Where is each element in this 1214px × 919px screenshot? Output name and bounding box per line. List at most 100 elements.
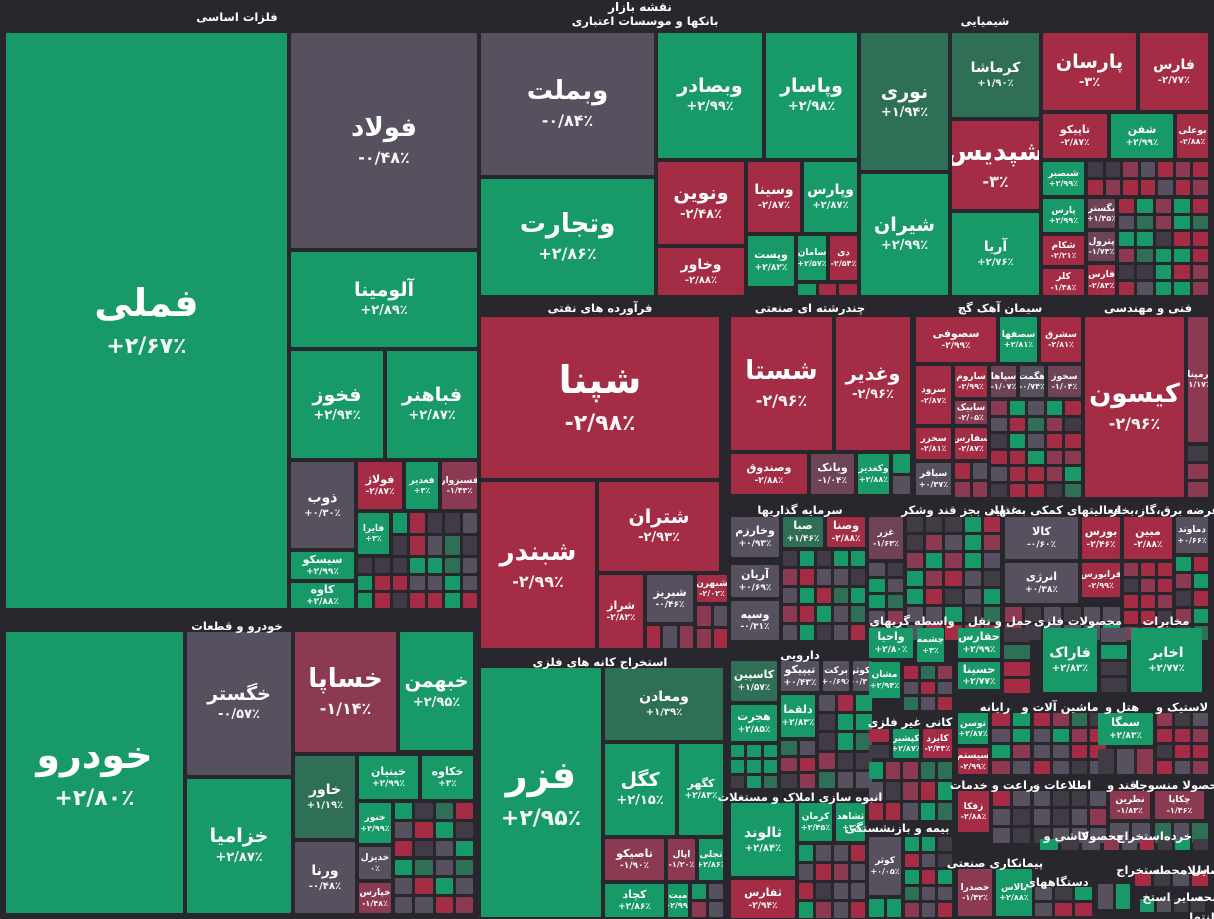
mini-tile[interactable] — [850, 902, 865, 918]
mini-tile[interactable] — [869, 595, 885, 608]
stock-tile[interactable]: وپست +۲/۸۲٪ — [748, 236, 794, 286]
mini-tile[interactable] — [455, 859, 473, 876]
mini-tile[interactable] — [904, 666, 918, 679]
mini-tile[interactable] — [731, 745, 745, 758]
mini-tile[interactable] — [1046, 401, 1063, 415]
mini-tile[interactable] — [1193, 713, 1208, 726]
mini-tile[interactable] — [1158, 579, 1172, 592]
mini-tile[interactable] — [1157, 839, 1173, 850]
mini-tile[interactable] — [1175, 180, 1191, 195]
mini-tile[interactable] — [800, 569, 814, 585]
mini-tile[interactable] — [1135, 873, 1151, 886]
mini-tile[interactable] — [817, 624, 831, 640]
mini-tile[interactable] — [964, 571, 981, 586]
mini-tile[interactable] — [455, 840, 473, 857]
mini-tile[interactable] — [410, 575, 425, 591]
mini-tile[interactable] — [921, 886, 936, 901]
mini-tile[interactable] — [1117, 749, 1134, 774]
mini-tile[interactable] — [1009, 483, 1026, 497]
stock-tile[interactable]: ثالوند +۲/۸۴٪ — [731, 803, 795, 876]
stock-tile[interactable]: نطرین -۱/۸۳٪ — [1110, 791, 1150, 819]
mini-tile[interactable] — [887, 579, 903, 592]
mini-tile[interactable] — [1141, 611, 1155, 624]
mini-tile[interactable] — [1175, 761, 1190, 774]
mini-tile[interactable] — [869, 899, 884, 917]
mini-tile[interactable] — [850, 845, 865, 861]
mini-tile[interactable] — [1193, 839, 1208, 850]
mini-tile[interactable] — [945, 535, 962, 550]
mini-tile[interactable] — [1174, 215, 1190, 229]
stock-tile[interactable]: وبانک -۱/۰۴٪ — [811, 454, 854, 494]
mini-tile[interactable] — [991, 401, 1007, 415]
mini-tile[interactable] — [1157, 899, 1171, 912]
mini-tile[interactable] — [1065, 417, 1081, 431]
mini-tile[interactable] — [837, 771, 854, 788]
mini-tile[interactable] — [834, 606, 848, 622]
mini-tile[interactable] — [1090, 809, 1106, 825]
stock-tile[interactable]: خودرو +۲/۸۰٪ — [6, 632, 183, 913]
mini-tile[interactable] — [983, 607, 1000, 622]
mini-tile[interactable] — [938, 886, 952, 901]
mini-tile[interactable] — [1137, 199, 1153, 213]
mini-tile[interactable] — [1176, 574, 1191, 589]
stock-tile[interactable]: فباهنر +۲/۸۷٪ — [387, 351, 477, 458]
mini-tile[interactable] — [904, 697, 918, 710]
stock-tile[interactable]: خساپا -۱/۱۴٪ — [295, 632, 396, 752]
mini-tile[interactable] — [856, 695, 872, 712]
mini-tile[interactable] — [1155, 281, 1172, 295]
stock-tile[interactable]: سصفها +۲/۸۱٪ — [1000, 317, 1037, 362]
stock-tile[interactable]: میت+۲/۹۹٪ — [668, 884, 688, 917]
stock-tile[interactable]: پترول -۱/۷۳٪ — [1088, 232, 1115, 261]
mini-tile[interactable] — [1155, 823, 1171, 843]
mini-tile[interactable] — [886, 762, 901, 780]
mini-tile[interactable] — [1075, 887, 1092, 900]
mini-tile[interactable] — [392, 593, 408, 608]
mini-tile[interactable] — [731, 760, 745, 773]
mini-tile[interactable] — [886, 802, 901, 820]
mini-tile[interactable] — [938, 666, 952, 679]
mini-tile[interactable] — [1131, 823, 1150, 843]
mini-tile[interactable] — [938, 697, 952, 710]
mini-tile[interactable] — [921, 903, 936, 917]
mini-tile[interactable] — [926, 535, 943, 550]
stock-tile[interactable]: شکام -۲/۲۱٪ — [1043, 236, 1084, 265]
mini-tile[interactable] — [1158, 162, 1173, 177]
mini-tile[interactable] — [1075, 903, 1092, 916]
mini-tile[interactable] — [1065, 401, 1081, 415]
mini-tile[interactable] — [1004, 662, 1030, 676]
mini-tile[interactable] — [647, 626, 661, 648]
mini-tile[interactable] — [455, 897, 473, 913]
mini-tile[interactable] — [1158, 180, 1173, 195]
stock-tile[interactable]: وتجارت +۲/۸۶٪ — [481, 179, 654, 295]
mini-tile[interactable] — [455, 803, 473, 819]
mini-tile[interactable] — [945, 607, 962, 622]
mini-tile[interactable] — [869, 611, 885, 624]
mini-tile[interactable] — [375, 558, 390, 573]
stock-tile[interactable]: آریا +۲/۷۶٪ — [952, 213, 1039, 295]
mini-tile[interactable] — [1005, 607, 1022, 622]
mini-tile[interactable] — [1176, 608, 1191, 623]
mini-tile[interactable] — [663, 626, 677, 648]
mini-tile[interactable] — [1115, 884, 1130, 909]
mini-tile[interactable] — [955, 481, 970, 497]
mini-tile[interactable] — [991, 434, 1007, 448]
mini-tile[interactable] — [1192, 281, 1208, 295]
mini-tile[interactable] — [938, 853, 952, 868]
stock-tile[interactable]: وبملت -۰/۸۴٪ — [481, 33, 654, 175]
mini-tile[interactable] — [1012, 745, 1030, 758]
mini-tile[interactable] — [1028, 401, 1044, 415]
stock-tile[interactable]: کایزد -۲/۴۴٪ — [923, 729, 952, 758]
mini-tile[interactable] — [709, 902, 723, 917]
stock-tile[interactable]: زفکا -۲/۸۸٪ — [958, 791, 989, 832]
mini-tile[interactable] — [1004, 679, 1030, 693]
mini-tile[interactable] — [833, 864, 848, 880]
stock-tile[interactable]: کگل +۲/۱۵٪ — [605, 744, 675, 835]
mini-tile[interactable] — [799, 845, 814, 861]
stock-tile[interactable]: فخوز +۲/۹۴٪ — [291, 351, 383, 458]
mini-tile[interactable] — [1052, 713, 1069, 726]
mini-tile[interactable] — [1034, 761, 1050, 774]
stock-tile[interactable]: شبصیر +۲/۹۹٪ — [1043, 162, 1084, 195]
mini-tile[interactable] — [445, 575, 460, 591]
mini-tile[interactable] — [819, 714, 835, 731]
stock-tile[interactable]: خگستر -۰/۵۷٪ — [187, 632, 291, 775]
